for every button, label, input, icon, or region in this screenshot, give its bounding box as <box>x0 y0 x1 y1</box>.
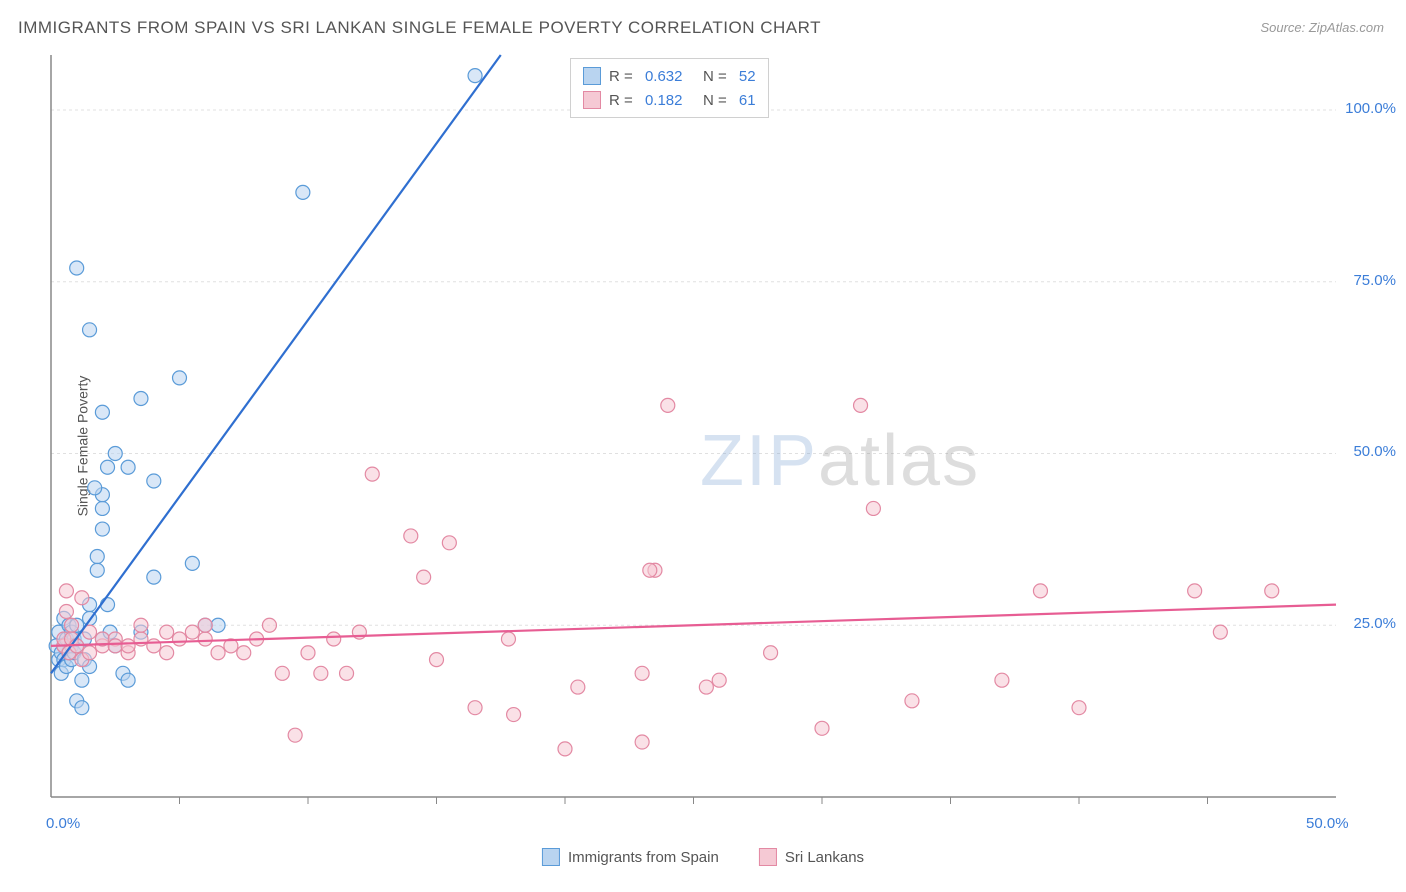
chart-title: IMMIGRANTS FROM SPAIN VS SRI LANKAN SING… <box>18 18 821 38</box>
source-name: ZipAtlas.com <box>1309 20 1384 35</box>
series-legend-item: Sri Lankans <box>759 848 864 866</box>
series-name: Immigrants from Spain <box>568 849 719 866</box>
legend-swatch <box>542 848 560 866</box>
legend-n-value: 52 <box>739 68 756 85</box>
x-tick-label: 0.0% <box>46 815 80 832</box>
y-tick-label: 25.0% <box>1353 615 1396 632</box>
source-prefix: Source: <box>1260 20 1308 35</box>
legend-r-label: R = <box>609 68 637 85</box>
legend-n-label: N = <box>690 68 730 85</box>
chart-svg <box>48 55 1378 815</box>
y-tick-label: 100.0% <box>1345 100 1396 117</box>
legend-swatch <box>583 67 601 85</box>
legend-n-value: 61 <box>739 92 756 109</box>
series-legend: Immigrants from Spain Sri Lankans <box>542 848 864 866</box>
legend-n-label: N = <box>690 92 730 109</box>
y-tick-label: 50.0% <box>1353 443 1396 460</box>
chart-plot-area <box>48 55 1378 815</box>
y-tick-label: 75.0% <box>1353 272 1396 289</box>
legend-swatch <box>759 848 777 866</box>
legend-r-value: 0.182 <box>645 92 683 109</box>
series-name: Sri Lankans <box>785 849 864 866</box>
legend-r-label: R = <box>609 92 637 109</box>
correlation-legend: R = 0.632 N = 52R = 0.182 N = 61 <box>570 58 769 118</box>
legend-rn-row: R = 0.632 N = 52 <box>583 64 756 88</box>
series-legend-item: Immigrants from Spain <box>542 848 719 866</box>
legend-rn-row: R = 0.182 N = 61 <box>583 88 756 112</box>
legend-r-value: 0.632 <box>645 68 683 85</box>
source-attribution: Source: ZipAtlas.com <box>1260 20 1384 35</box>
x-tick-label: 50.0% <box>1306 815 1349 832</box>
legend-swatch <box>583 91 601 109</box>
